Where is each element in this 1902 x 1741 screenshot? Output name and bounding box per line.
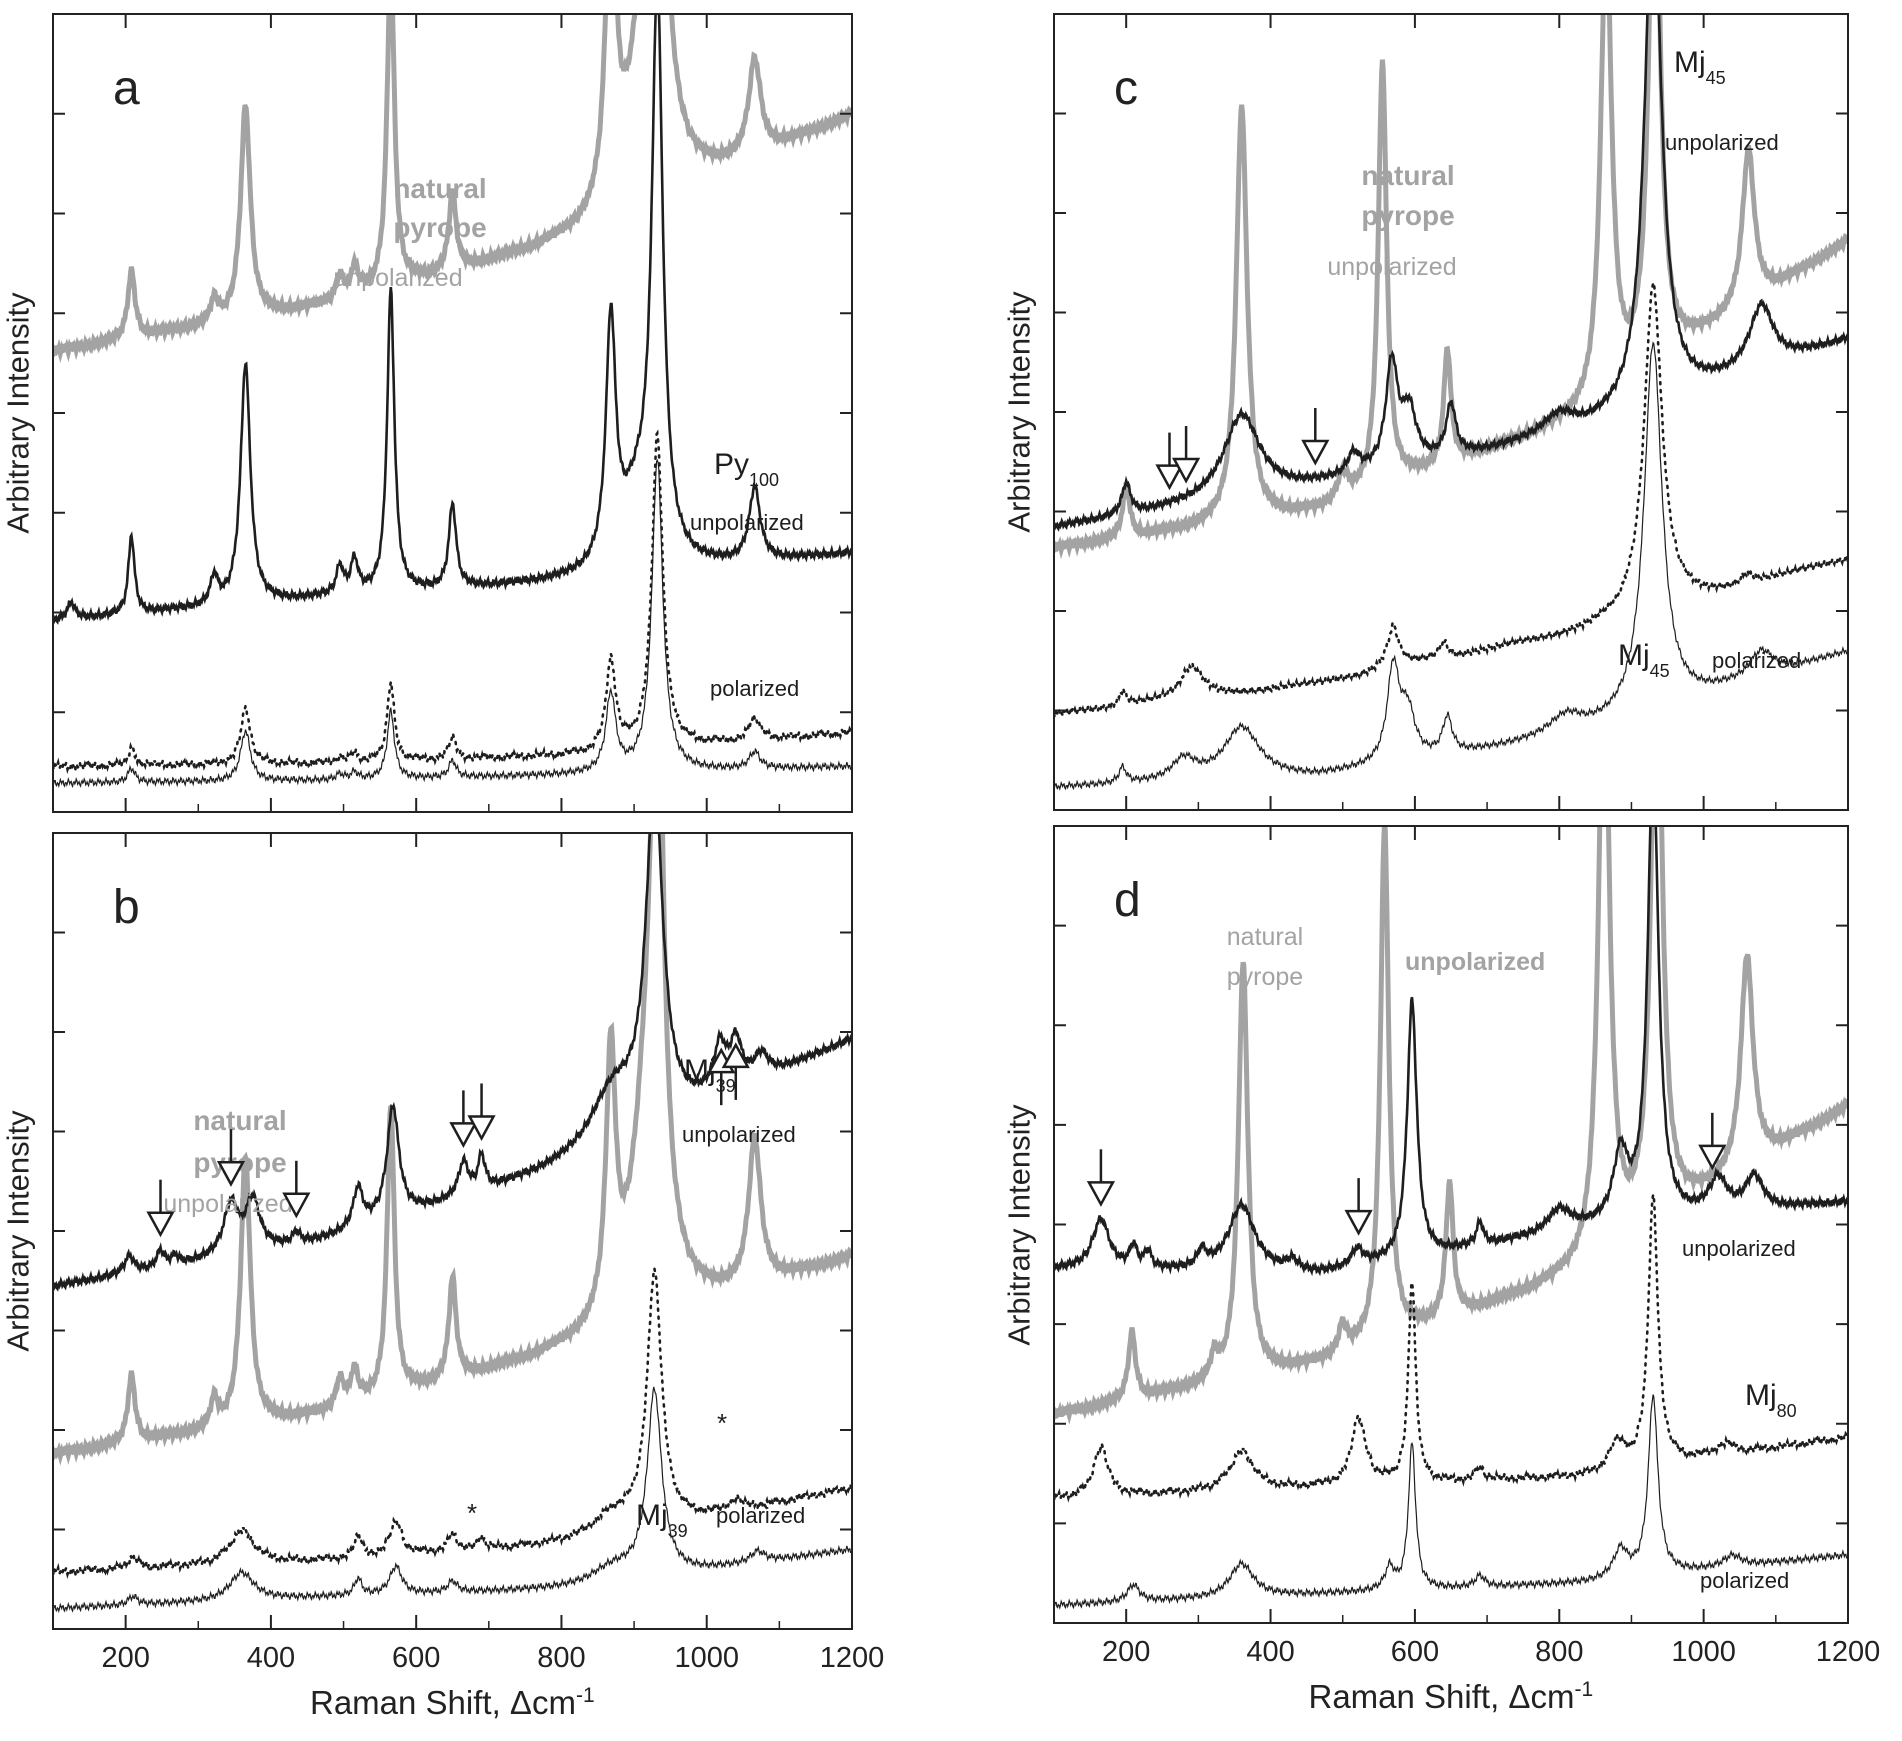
arrow-down-icon	[146, 1179, 175, 1238]
x-axis-label-text: Raman Shift, Δcm	[310, 1684, 576, 1721]
annotation-subscript: 45	[1706, 68, 1726, 88]
series-s-c	[1054, 14, 1848, 532]
x-tick-label: 200	[101, 1642, 149, 1674]
annotation-pol: polarized	[710, 676, 799, 701]
annotation-s1: Py100	[714, 448, 779, 490]
annotation-np1: natural	[1361, 160, 1454, 191]
annotation-p1: Mj80	[1745, 1379, 1797, 1421]
y-axis-label: Arbitrary Intensity	[0, 1110, 36, 1352]
series-np-c	[1054, 14, 1848, 560]
panel-letter: a	[113, 62, 140, 115]
series-np-b	[53, 833, 852, 1466]
x-tick-label: 800	[1535, 1636, 1583, 1668]
x-axis-label: Raman Shift, Δcm-1	[310, 1684, 595, 1722]
annotation-np2: pyrope	[1227, 963, 1303, 991]
panel-letter: c	[1114, 62, 1138, 115]
arrow-down-icon	[1698, 1112, 1727, 1171]
arrow-down-icon	[467, 1083, 496, 1142]
annotation-np1: natural	[1227, 923, 1303, 951]
x-tick-label: 400	[247, 1642, 295, 1674]
x-tick-label: 1000	[1671, 1636, 1736, 1668]
panel-c: c natural pyrope unpolarized Mj45 unpolarized…	[1053, 13, 1849, 811]
annotation-s2: unpolarized	[690, 510, 804, 535]
series-np-a	[53, 14, 852, 364]
x-tick-label: 1000	[674, 1642, 739, 1674]
y-axis-label: Arbitrary Intensity	[0, 292, 36, 534]
annotation-subscript: 80	[1777, 1401, 1797, 1421]
x-tick-label: 600	[392, 1642, 440, 1674]
series-pd-c	[1054, 278, 1848, 721]
arrow-down-icon	[1086, 1149, 1116, 1207]
x-tick-label: 800	[537, 1642, 585, 1674]
x-axis-label-exponent: -1	[575, 1684, 595, 1707]
annotation-p2: polarized	[1700, 1568, 1789, 1593]
series-pl-a	[53, 458, 852, 789]
annotation-np3: unpolarized	[163, 1190, 292, 1218]
panel-a: a natural pyrope unpolarized Py100 unpolarize…	[52, 13, 853, 813]
annotation-np2: pyrope	[393, 212, 486, 243]
y-axis-label: Arbitrary Intensity	[1001, 1103, 1037, 1346]
annotation-np1: natural	[193, 1105, 286, 1136]
series-s-b	[53, 833, 852, 1292]
annotation-star2: *	[717, 1408, 727, 1438]
series-s-a	[53, 14, 852, 625]
annotation-np3: unpolarized	[1327, 253, 1456, 281]
series-pd-d	[1054, 1190, 1848, 1504]
annotation-p1: Mj39	[636, 1499, 688, 1541]
panel-d: 200 400 600 800 1000 1200 d natural pyrope unpola…	[1053, 825, 1881, 1668]
arrow-down-icon	[1171, 426, 1201, 484]
arrow-down-icon	[449, 1090, 478, 1149]
annotation-subscript: 100	[749, 470, 779, 490]
panel-letter: d	[1114, 874, 1141, 927]
annotation-star1: *	[467, 1498, 477, 1528]
x-axis-label-exponent: -1	[1574, 1678, 1594, 1701]
x-tick-label: 1200	[1816, 1636, 1881, 1668]
annotation-np2: pyrope	[1361, 200, 1454, 231]
annotation-subscript: 39	[716, 1076, 736, 1096]
annotation-subscript: 39	[668, 1521, 688, 1541]
series-pl-b	[53, 1386, 852, 1614]
x-axis-label: Raman Shift, Δcm-1	[1309, 1678, 1594, 1716]
arrow-up-icon	[721, 1042, 750, 1100]
annotation-subscript: 45	[1650, 661, 1670, 681]
annotation-np3: unpolarized	[1405, 948, 1545, 976]
x-tick-label: 400	[1246, 1636, 1294, 1668]
arrow-down-icon	[1301, 408, 1330, 466]
annotation-np1: natural	[393, 173, 486, 204]
arrow-down-icon	[216, 1129, 246, 1187]
annotation-s1: Mj45	[1674, 46, 1726, 88]
x-tick-label: 600	[1391, 1636, 1439, 1668]
y-axis-label: Arbitrary Intensity	[1001, 291, 1037, 533]
annotation-p2: polarized	[716, 1503, 805, 1528]
arrow-down-icon	[1344, 1178, 1373, 1236]
annotation-s2: unpolarized	[1665, 130, 1779, 155]
annotation-np3: unpolarized	[333, 264, 462, 292]
annotation-s2: unpolarized	[1682, 1236, 1796, 1261]
series-pl-c	[1054, 341, 1848, 791]
series-pd-a	[53, 429, 852, 775]
series-pd-b	[53, 1268, 852, 1579]
series-s-d	[1054, 826, 1848, 1277]
annotation-p1: Mj45	[1618, 639, 1670, 681]
x-axis-label-text: Raman Shift, Δcm	[1308, 1678, 1575, 1715]
panel-letter: b	[113, 881, 140, 934]
x-tick-label: 1200	[820, 1642, 885, 1674]
series-pl-d	[1054, 1394, 1848, 1610]
arrow-down-icon	[282, 1160, 311, 1219]
annotation-s2: unpolarized	[682, 1122, 796, 1147]
x-tick-label: 200	[1102, 1636, 1150, 1668]
arrow-down-icon	[1155, 432, 1184, 491]
annotation-p2: polarized	[1712, 648, 1801, 673]
panel-b: 20040060080010001200bnaturalpyropeunpola…	[52, 832, 885, 1674]
